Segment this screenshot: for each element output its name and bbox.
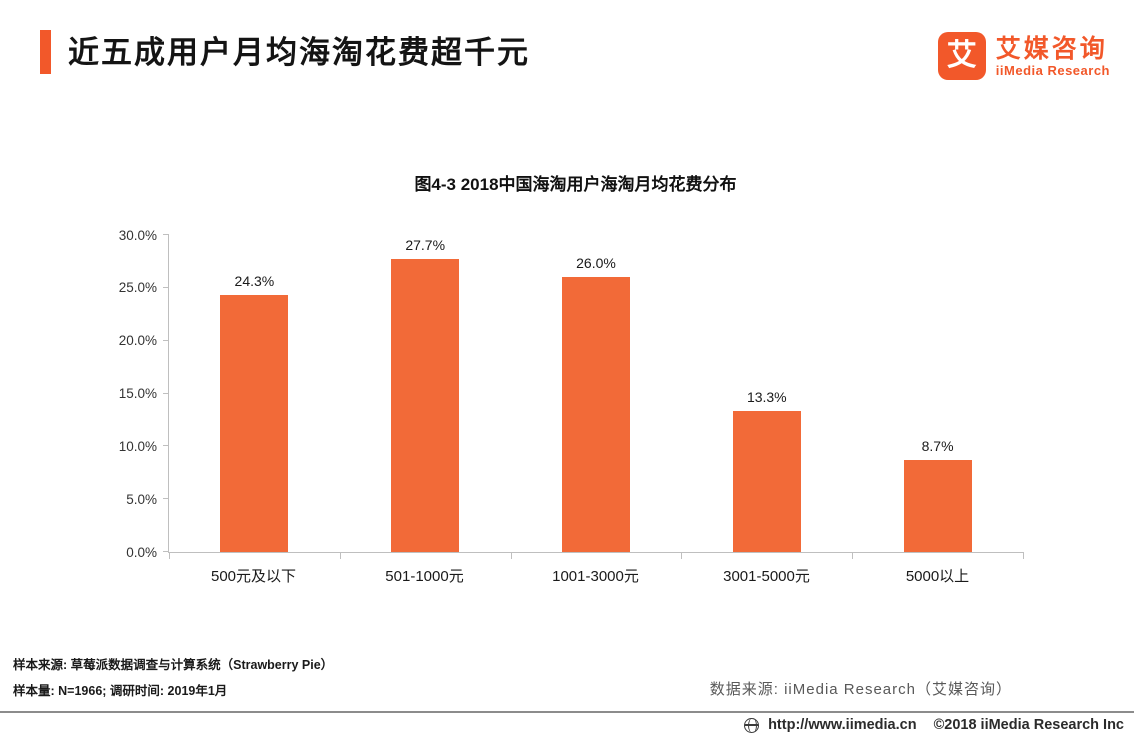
- sample-source-note: 样本来源: 草莓派数据调查与计算系统（Strawberry Pie）: [13, 658, 334, 672]
- copyright-text: ©2018 iiMedia Research Inc: [933, 717, 1124, 733]
- bar-group: 24.3%: [169, 235, 340, 552]
- x-category-label: 3001-5000元: [723, 568, 810, 585]
- y-tick-mark: [163, 286, 169, 288]
- bar-value-label: 13.3%: [746, 389, 787, 406]
- y-tick-mark: [163, 392, 169, 394]
- x-tick-mark: [681, 552, 683, 559]
- bar-value-label: 26.0%: [576, 255, 616, 272]
- x-category-label: 1001-3000元: [552, 568, 639, 585]
- y-tick-label: 15.0%: [118, 385, 157, 401]
- globe-icon: [744, 717, 760, 733]
- x-tick-mark: [339, 552, 341, 559]
- logo-text: 艾媒咨询 iiMedia Research: [996, 35, 1110, 78]
- x-category-label: 5000以上: [905, 568, 970, 585]
- bars: 24.3% 27.7% 26.0% 13.3% 8.7%: [169, 235, 1023, 552]
- bar: [903, 460, 972, 552]
- y-tick-label: 5.0%: [126, 491, 157, 507]
- y-tick-label: 30.0%: [118, 227, 157, 243]
- bottom-bar: http://www.iimedia.cn ©2018 iiMedia Rese…: [0, 711, 1134, 737]
- bar-group: 26.0%: [511, 235, 682, 552]
- x-tick-mark: [1023, 552, 1024, 559]
- plot-area: 24.3% 27.7% 26.0% 13.3% 8.7% 0.0% 5.0% 10.0% 15…: [119, 228, 1024, 559]
- bar-group: 8.7%: [852, 235, 1023, 552]
- y-tick-label: 20.0%: [118, 332, 157, 348]
- x-tick-mark: [852, 552, 854, 559]
- y-tick-mark: [163, 445, 169, 447]
- footnotes: 样本来源: 草莓派数据调查与计算系统（Strawberry Pie） 样本量: …: [13, 652, 333, 704]
- y-tick-label: 10.0%: [118, 438, 157, 454]
- logo: 艾 艾媒咨询 iiMedia Research: [937, 32, 1110, 80]
- y-tick-label: 0.0%: [126, 544, 157, 560]
- x-tick-mark: [169, 552, 170, 559]
- y-tick-mark: [163, 498, 169, 500]
- y-tick-mark: [163, 339, 169, 341]
- y-tick-mark: [163, 234, 169, 235]
- sample-size-note: 样本量: N=1966; 调研时间: 2019年1月: [13, 684, 228, 698]
- data-source-note: 数据来源: iiMedia Research（艾媒咨询）: [709, 681, 1012, 698]
- x-axis-labels: 500元及以下 501-1000元 1001-3000元 3001-5000元 5000…: [168, 565, 1023, 586]
- x-tick-mark: [510, 552, 512, 559]
- bar: [561, 277, 630, 552]
- x-category-label: 501-1000元: [385, 568, 464, 585]
- bar: [391, 259, 460, 552]
- brand-name-cn: 艾媒咨询: [995, 34, 1108, 63]
- bar: [732, 411, 801, 552]
- bar-group: 13.3%: [681, 235, 852, 552]
- page-title: 近五成用户月均海淘花费超千元: [68, 35, 530, 70]
- y-tick-label: 25.0%: [118, 280, 157, 296]
- header: 近五成用户月均海淘花费超千元 艾 艾媒咨询 iiMedia Research: [40, 30, 1110, 80]
- bar-value-label: 24.3%: [234, 273, 275, 290]
- title-accent-bar: [40, 30, 51, 74]
- chart-title: 图4-3 2018中国海淘用户海淘月均花费分布: [414, 175, 737, 194]
- x-category-label: 500元及以下: [210, 568, 297, 585]
- brand-name-en: iiMedia Research: [995, 62, 1110, 78]
- y-tick-mark: [163, 551, 169, 552]
- bar-value-label: 27.7%: [405, 237, 446, 254]
- website-url[interactable]: http://www.iimedia.cn: [768, 717, 917, 733]
- bar-group: 27.7%: [340, 235, 511, 552]
- bar-chart: 图4-3 2018中国海淘用户海淘月均花费分布 24.3% 27.7% 26.0% 1…: [0, 170, 1134, 586]
- iimedia-logo-icon: 艾: [937, 32, 986, 80]
- bar-value-label: 8.7%: [921, 438, 954, 455]
- bar: [220, 295, 289, 552]
